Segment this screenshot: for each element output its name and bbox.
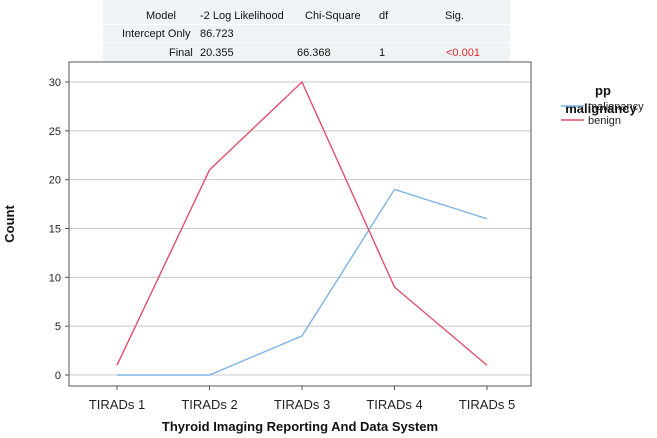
x-tick-label: TIRADs 4: [366, 397, 422, 412]
legend-title-line: malignancy: [565, 101, 637, 116]
header-df: df: [379, 10, 389, 22]
x-axis-label: Thyroid Imaging Reporting And Data Syste…: [162, 419, 438, 434]
y-axis-label: Count: [2, 205, 17, 243]
table-divider: [103, 24, 510, 25]
y-tick-label: 10: [49, 272, 61, 284]
row-neg2ll-intercept: 86.723: [200, 28, 234, 40]
legend-label-benign: benign: [588, 115, 621, 127]
y-tick-label: 15: [49, 224, 61, 236]
x-tick-label: TIRADs 1: [89, 397, 145, 412]
row-neg2ll-final: 20.355: [200, 47, 234, 59]
y-tick-label: 25: [49, 126, 61, 138]
plot-area: [68, 61, 532, 387]
row-model-final: Final: [169, 47, 193, 59]
y-tick-label: 0: [55, 370, 61, 382]
model-fitting-table: Model -2 Log Likelihood Chi-Square df Si…: [103, 0, 510, 62]
y-tick-label: 20: [49, 175, 61, 187]
row-sig-final: <0.001: [446, 47, 480, 59]
header-neg2ll: -2 Log Likelihood: [200, 10, 284, 22]
y-tick-label: 30: [49, 77, 61, 89]
row-df-final: 1: [379, 47, 386, 59]
legend-label-malignancy: malignancy: [588, 101, 644, 113]
table-divider: [103, 42, 510, 43]
x-tick-label: TIRADs 5: [459, 397, 515, 412]
header-chi-square: Chi-Square: [305, 10, 361, 22]
header-model: Model: [146, 10, 176, 22]
series-line-malignancy: [117, 188, 488, 376]
x-tick-label: TIRADs 3: [274, 397, 330, 412]
y-tick-label: 5: [55, 321, 61, 333]
series-line-benign: [116, 80, 488, 366]
row-chi-square-final: 66.368: [297, 47, 331, 59]
x-tick-label: TIRADs 2: [181, 397, 237, 412]
row-model-intercept: Intercept Only: [122, 28, 191, 40]
header-sig: Sig.: [445, 10, 464, 22]
legend-title-line: pp: [595, 83, 611, 98]
